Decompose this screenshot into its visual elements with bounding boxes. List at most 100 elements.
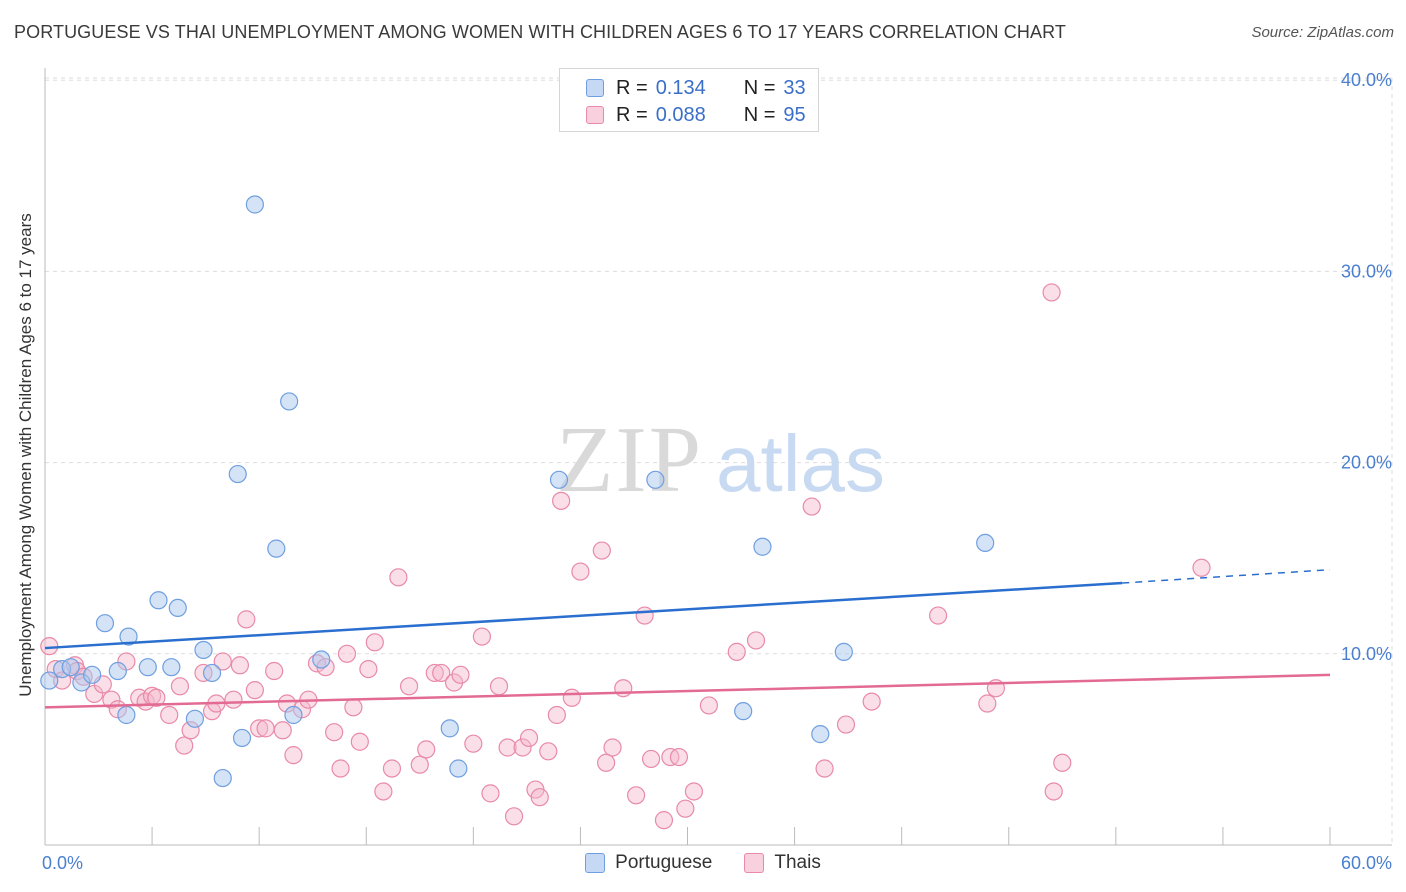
correlation-legend: R = 0.134 N = 33 R = 0.088 N = 95 xyxy=(559,68,819,132)
thai-point xyxy=(684,782,704,801)
y-tick-label: 10.0% xyxy=(1341,644,1392,664)
n-label: N = xyxy=(743,103,776,126)
portuguese-point xyxy=(119,627,138,646)
portuguese-point xyxy=(284,705,303,725)
thai-point xyxy=(489,677,509,696)
thai-point xyxy=(1042,283,1061,302)
n-value: 33 xyxy=(783,76,806,99)
thai-point xyxy=(147,688,166,707)
thai-point xyxy=(432,663,451,683)
thai-point xyxy=(265,661,284,681)
thai-point xyxy=(592,541,611,560)
portuguese-point xyxy=(245,195,264,214)
thai-point xyxy=(399,677,419,696)
thai-point xyxy=(344,698,363,717)
portuguese-point xyxy=(202,663,222,683)
y-tick-label: 30.0% xyxy=(1341,261,1392,281)
thai-point xyxy=(597,753,616,772)
thai-point xyxy=(802,497,821,516)
portuguese-point xyxy=(734,702,753,721)
thai-point xyxy=(978,694,997,713)
thai-point xyxy=(256,719,275,738)
thai-point xyxy=(641,749,661,769)
thai-point xyxy=(425,663,444,683)
tick-labels: 10.0% 20.0% 30.0% 40.0% 0.0% 60.0% xyxy=(42,70,1392,873)
thai-point xyxy=(451,665,470,684)
thai-point xyxy=(614,679,633,698)
thai-point xyxy=(539,742,558,761)
trend-lines xyxy=(44,568,1331,709)
thai-point xyxy=(571,562,590,581)
thai-point xyxy=(350,732,369,751)
thai-point xyxy=(1044,782,1063,801)
portuguese-point xyxy=(449,759,468,778)
thai-point xyxy=(237,610,256,629)
portuguese-point xyxy=(267,539,286,558)
thai-point xyxy=(102,690,121,709)
thai-swatch xyxy=(744,853,765,873)
n-value: 95 xyxy=(783,103,806,126)
thai-point xyxy=(284,746,303,765)
thai-point xyxy=(1192,558,1211,577)
thai-point xyxy=(481,784,500,803)
thai-point xyxy=(1053,753,1072,772)
thai-point xyxy=(562,688,581,707)
watermark-atlas: atlas xyxy=(716,419,885,508)
thai-point xyxy=(224,690,243,709)
portuguese-point xyxy=(811,725,830,744)
thai-point xyxy=(635,606,654,625)
legend-label: Portuguese xyxy=(615,852,713,873)
y-tick-label: 40.0% xyxy=(1341,70,1392,90)
portuguese-swatch xyxy=(585,853,606,873)
watermark: ZIP atlas xyxy=(556,408,885,512)
series-legend: Portuguese Thais xyxy=(0,852,1406,874)
x-tick-label: 60.0% xyxy=(1341,853,1392,873)
portuguese-point xyxy=(213,768,232,788)
chart-title: PORTUGUESE VS THAI UNEMPLOYMENT AMONG WO… xyxy=(14,22,1066,42)
r-value: 0.134 xyxy=(655,76,706,99)
thai-point xyxy=(928,606,948,625)
thai-point xyxy=(382,759,402,778)
thai-point xyxy=(654,811,674,830)
thai-point xyxy=(417,740,436,759)
portuguese-point xyxy=(149,591,168,610)
thai-point xyxy=(273,721,292,740)
thai-point xyxy=(213,652,232,671)
thai-point xyxy=(513,738,532,757)
legend-item-thais[interactable]: Thais xyxy=(744,852,821,874)
portuguese-point xyxy=(168,598,187,618)
portuguese-point xyxy=(232,728,252,748)
r-value: 0.088 xyxy=(655,103,706,126)
thai-swatch xyxy=(586,106,604,124)
r-label: R = xyxy=(616,76,648,99)
portuguese-point xyxy=(549,470,569,489)
thai-point xyxy=(230,656,249,675)
thai-point xyxy=(472,627,491,646)
watermark-zip: ZIP xyxy=(556,408,703,512)
thai-point xyxy=(699,696,719,715)
thai-point xyxy=(552,491,571,510)
thai-point xyxy=(331,759,350,778)
legend-item-portuguese[interactable]: Portuguese xyxy=(585,852,712,874)
thai-point xyxy=(250,719,269,738)
portuguese-point xyxy=(194,640,213,660)
thai-trend-line xyxy=(44,673,1331,709)
thai-point xyxy=(498,738,517,757)
portuguese-point xyxy=(83,665,102,684)
portuguese-point xyxy=(312,650,331,669)
portuguese-point xyxy=(753,537,772,556)
legend-label: Thais xyxy=(774,852,821,873)
thai-point xyxy=(836,715,856,734)
thai-point xyxy=(325,723,344,742)
r-label: R = xyxy=(616,103,648,126)
thai-point xyxy=(504,807,524,826)
thai-point xyxy=(170,677,190,696)
thai-point xyxy=(676,799,695,818)
thai-point xyxy=(359,659,378,679)
thai-point xyxy=(727,642,746,661)
portuguese-trend-line xyxy=(44,581,1123,650)
portuguese-point xyxy=(40,671,59,690)
thai-point xyxy=(160,705,179,725)
portuguese-point xyxy=(646,470,665,489)
